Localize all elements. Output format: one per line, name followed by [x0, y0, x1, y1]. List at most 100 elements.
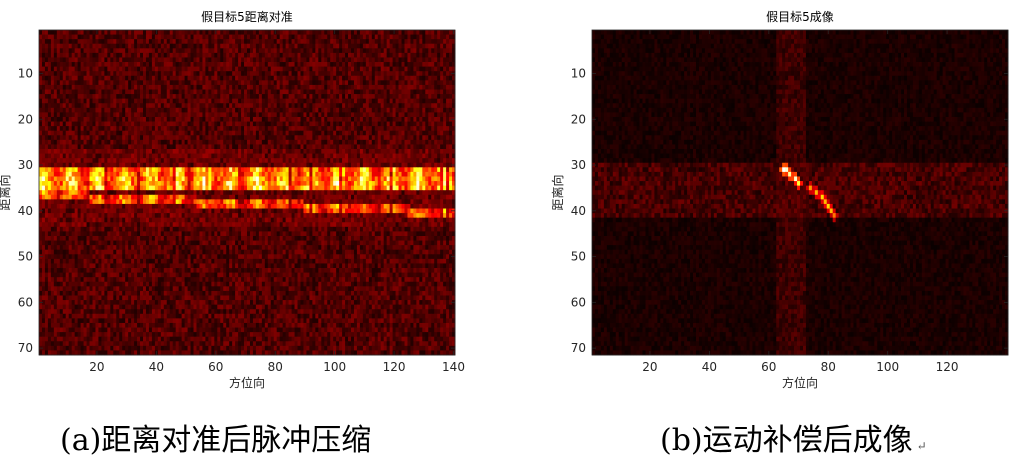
heatmap-cell — [277, 57, 280, 62]
heatmap-cell — [220, 117, 223, 122]
heatmap-cell — [387, 131, 390, 136]
heatmap-cell — [220, 57, 223, 62]
heatmap-cell — [357, 35, 360, 40]
heatmap-cell — [170, 172, 173, 177]
heatmap-cell — [39, 172, 42, 177]
heatmap-cell — [396, 80, 399, 85]
heatmap-cell — [428, 99, 431, 104]
heatmap-cell — [360, 140, 363, 145]
heatmap-cell — [295, 85, 298, 90]
heatmap-cell — [271, 44, 274, 49]
heatmap-cell — [119, 44, 122, 49]
heatmap-cell — [422, 108, 425, 113]
heatmap-cell — [217, 172, 220, 177]
heatmap-cell — [274, 99, 277, 104]
heatmap-cell — [104, 53, 107, 58]
heatmap-cell — [292, 117, 295, 122]
heatmap-cell — [235, 39, 238, 44]
heatmap-cell — [437, 122, 440, 127]
heatmap-cell — [188, 99, 191, 104]
heatmap-cell — [69, 144, 72, 149]
heatmap-cell — [87, 190, 90, 195]
heatmap-cell — [410, 140, 413, 145]
heatmap-cell — [143, 167, 146, 172]
heatmap-cell — [312, 112, 315, 117]
heatmap-cell — [84, 48, 87, 53]
heatmap-cell — [63, 172, 66, 177]
heatmap-cell — [431, 103, 434, 108]
heatmap-cell — [271, 144, 274, 149]
heatmap-cell — [342, 163, 345, 168]
heatmap-cell — [425, 140, 428, 145]
heatmap-cell — [407, 131, 410, 136]
heatmap-cell — [48, 30, 51, 35]
heatmap-cell — [342, 186, 345, 191]
heatmap-cell — [372, 117, 375, 122]
heatmap-cell — [295, 190, 298, 195]
heatmap-cell — [63, 57, 66, 62]
heatmap-cell — [381, 131, 384, 136]
heatmap-cell — [191, 80, 194, 85]
heatmap-cell — [274, 172, 277, 177]
heatmap-cell — [90, 44, 93, 49]
heatmap-cell — [122, 112, 125, 117]
heatmap-cell — [95, 62, 98, 67]
heatmap-cell — [449, 80, 452, 85]
heatmap-cell — [327, 57, 330, 62]
heatmap-cell — [399, 149, 402, 154]
heatmap-cell — [390, 85, 393, 90]
heatmap-cell — [51, 181, 54, 186]
heatmap-cell — [125, 103, 128, 108]
heatmap-cell — [372, 62, 375, 67]
heatmap-cell — [69, 108, 72, 113]
heatmap-cell — [152, 131, 155, 136]
heatmap-cell — [431, 126, 434, 131]
heatmap-cell — [443, 144, 446, 149]
heatmap-cell — [437, 90, 440, 95]
heatmap-cell — [149, 186, 152, 191]
heatmap-cell — [122, 190, 125, 195]
heatmap-cell — [360, 44, 363, 49]
heatmap-cell — [265, 190, 268, 195]
heatmap-cell — [402, 135, 405, 140]
heatmap-cell — [39, 181, 42, 186]
heatmap-cell — [238, 176, 241, 181]
heatmap-cell — [134, 122, 137, 127]
heatmap-cell — [45, 126, 48, 131]
heatmap-cell — [298, 154, 301, 159]
heatmap-cell — [360, 126, 363, 131]
heatmap-cell — [101, 99, 104, 104]
heatmap-cell — [128, 112, 131, 117]
heatmap-cell — [122, 44, 125, 49]
heatmap-cell — [48, 181, 51, 186]
heatmap-cell — [235, 176, 238, 181]
heatmap-cell — [399, 67, 402, 72]
heatmap-cell — [140, 80, 143, 85]
heatmap-cell — [125, 126, 128, 131]
heatmap-cell — [110, 112, 113, 117]
heatmap-cell — [247, 90, 250, 95]
heatmap-cell — [149, 94, 152, 99]
heatmap-cell — [137, 122, 140, 127]
heatmap-cell — [321, 122, 324, 127]
heatmap-cell — [131, 44, 134, 49]
heatmap-cell — [274, 48, 277, 53]
heatmap-cell — [312, 144, 315, 149]
heatmap-cell — [95, 131, 98, 136]
heatmap-cell — [75, 48, 78, 53]
heatmap-cell — [235, 172, 238, 177]
heatmap-cell — [327, 126, 330, 131]
heatmap-cell — [238, 39, 241, 44]
heatmap-cell — [146, 85, 149, 90]
heatmap-cell — [419, 35, 422, 40]
heatmap-cell — [182, 57, 185, 62]
heatmap-cell — [333, 167, 336, 172]
heatmap-cell — [321, 126, 324, 131]
heatmap-cell — [268, 154, 271, 159]
heatmap-cell — [321, 149, 324, 154]
heatmap-cell — [440, 57, 443, 62]
heatmap-cell — [69, 112, 72, 117]
heatmap-cell — [419, 67, 422, 72]
heatmap-cell — [140, 67, 143, 72]
heatmap-cell — [399, 117, 402, 122]
